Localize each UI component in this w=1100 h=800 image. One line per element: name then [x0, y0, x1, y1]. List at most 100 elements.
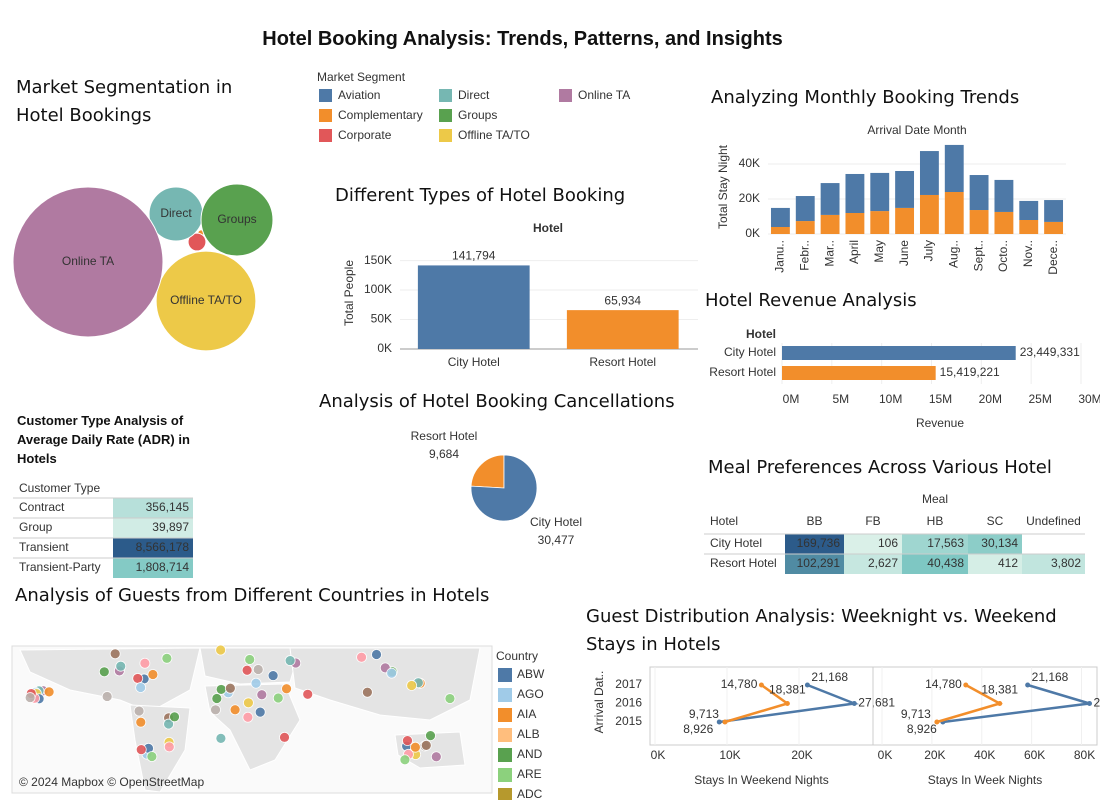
bar	[417, 265, 530, 349]
value-label: 8,926	[683, 722, 713, 736]
cell-value: 1,808,714	[136, 560, 190, 574]
country-dot	[98, 666, 110, 678]
x-tick-label: 15M	[929, 392, 952, 406]
legend-label: Offline TA/TO	[458, 128, 530, 142]
chart-title: Market Segmentation in Hotel Bookings	[16, 77, 233, 126]
heat-cell	[113, 518, 193, 538]
point	[716, 719, 722, 725]
legend-swatch	[498, 768, 512, 782]
row-label: Group	[19, 520, 53, 534]
value-label: 65,934	[604, 293, 641, 307]
cell-value: 102,291	[797, 556, 841, 570]
column-label: FB	[865, 514, 880, 528]
legend-label: AGO	[517, 687, 544, 701]
bar-segment	[845, 173, 865, 213]
dashboard-title: Hotel Booking Analysis: Trends, Patterns…	[262, 28, 783, 50]
slice-label: Resort Hotel	[411, 429, 478, 443]
value-label: 27,681	[1094, 696, 1100, 710]
heat-cell	[844, 554, 902, 574]
country-dot	[169, 711, 180, 723]
x-tick-label: 0K	[651, 748, 666, 762]
legend-label: Aviation	[338, 88, 380, 102]
row-header: Hotel	[710, 514, 738, 528]
legend-swatch	[498, 668, 512, 682]
legend-label: Online TA	[578, 88, 630, 102]
x-tick-label: 10M	[879, 392, 902, 406]
cell-value: 169,736	[797, 536, 841, 550]
bubble	[12, 186, 164, 338]
country-dot	[210, 704, 221, 716]
chart-title: Analysis of Guests from Different Countr…	[15, 585, 490, 606]
value-label: 14,780	[721, 677, 758, 691]
legend-swatch	[498, 728, 512, 742]
row-label: Contract	[19, 500, 65, 514]
x-tick-label: Sept..	[971, 240, 985, 271]
country-dot	[241, 664, 253, 676]
y-axis-label: Total People	[342, 260, 356, 326]
value-label: 9,684	[429, 447, 459, 461]
legend-swatch	[319, 89, 332, 102]
x-tick-label: Aug..	[946, 240, 960, 268]
bar-segment	[870, 172, 890, 212]
country-dot	[371, 649, 382, 660]
legend-swatch	[498, 688, 512, 702]
country-dot	[425, 730, 436, 742]
x-tick-label: 5M	[832, 392, 849, 406]
bar-segment	[770, 207, 790, 227]
point	[758, 682, 764, 688]
legend-swatch	[439, 89, 452, 102]
x-tick-label: 10K	[719, 748, 740, 762]
x-tick-label: 60K	[1024, 748, 1045, 762]
bar	[566, 310, 679, 349]
x-tick-label: 25M	[1028, 392, 1051, 406]
country-dot	[244, 654, 256, 665]
cell-value: 40,438	[927, 556, 964, 570]
bubble-label: Online TA	[62, 254, 114, 268]
country-dot	[362, 686, 373, 698]
pie-slice	[470, 454, 538, 522]
bar-segment	[994, 211, 1014, 234]
value-label: 21,168	[1032, 670, 1069, 684]
bar-segment	[1019, 200, 1039, 220]
bar-segment	[895, 171, 915, 208]
map-attribution: © 2024 Mapbox © OpenStreetMap	[19, 775, 204, 789]
x-tick-label: Dece..	[1046, 240, 1060, 275]
value-label: 14,780	[925, 677, 962, 691]
heat-cell	[968, 534, 1022, 554]
chart-title: Analysis of Hotel Booking Cancellations	[319, 391, 675, 412]
y-tick-label: 0K	[377, 341, 392, 355]
legend-swatch	[498, 748, 512, 762]
legend-label: Groups	[458, 108, 497, 122]
bar-segment	[994, 179, 1014, 212]
cell-value: 30,134	[981, 536, 1018, 550]
legend-swatch	[439, 129, 452, 142]
column-label: Undefined	[1026, 514, 1081, 528]
x-tick-label: 20M	[979, 392, 1002, 406]
bar-segment	[895, 207, 915, 234]
legend-swatch	[498, 708, 512, 722]
y-tick-label: 40K	[739, 156, 760, 170]
legend-swatch	[319, 109, 332, 122]
bar-segment	[795, 196, 815, 222]
chart-title: Customer Type Analysis of Average Daily …	[17, 413, 190, 466]
row-label: Transient	[19, 540, 69, 554]
y-tick-label: 2017	[615, 677, 642, 691]
row-label: City Hotel	[710, 536, 762, 550]
country-dot	[267, 670, 279, 681]
header: Hotel	[746, 327, 776, 341]
header: Arrival Date Month	[867, 123, 966, 137]
heat-cell	[968, 554, 1022, 574]
value-label: 18,381	[769, 683, 806, 697]
x-tick-label: Febr..	[797, 240, 811, 271]
bubble-label: Groups	[217, 212, 256, 226]
bar-segment	[820, 183, 840, 215]
cell-value: 356,145	[146, 500, 190, 514]
bar-segment	[919, 194, 939, 234]
bar-segment	[1044, 221, 1064, 234]
bubble-label: Offline TA/TO	[170, 293, 242, 307]
legend-label: Complementary	[338, 108, 423, 122]
country-dot	[215, 684, 227, 695]
country-dot	[420, 739, 432, 751]
x-tick-label: 30M	[1078, 392, 1100, 406]
heat-cell	[902, 554, 968, 574]
